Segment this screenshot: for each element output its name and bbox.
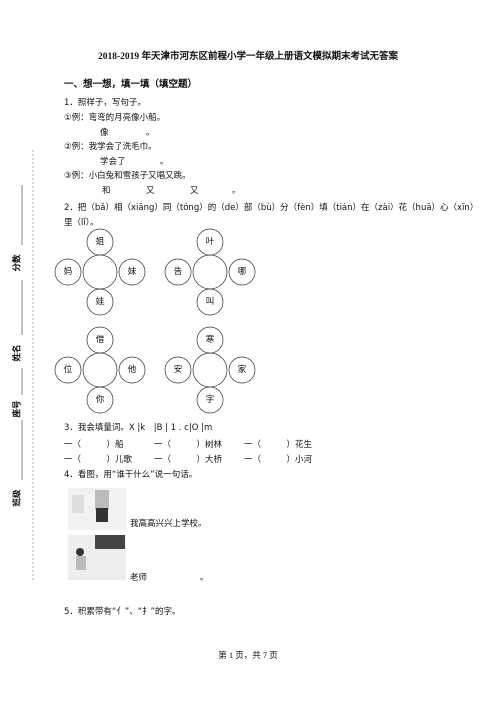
petal: [228, 356, 256, 384]
petal-char: 位: [63, 365, 73, 375]
measure-blank: 一（ ）儿歌: [64, 455, 133, 465]
question: 2．把（bǎ）相（xiāng）同（tóng）的（de）部（bù）分（fèn）填（…: [64, 203, 479, 228]
measure-blank: 一（ ）树林: [154, 440, 223, 450]
petal-char: 家: [237, 365, 247, 375]
petal: [118, 356, 146, 384]
petal-char: 寒: [205, 335, 215, 345]
petal-char: 叶: [205, 237, 215, 247]
petal-char: 告: [173, 267, 183, 277]
petal: [54, 356, 82, 384]
sidebar-label: 分数: [12, 254, 23, 272]
petal-char: 叫: [205, 297, 215, 307]
petal-char: 哪: [237, 267, 247, 277]
page-title: 2018-2019 年天津市河东区前程小学一年级上册语文模拟期末考试无答案: [97, 52, 399, 62]
petal-char: 妹: [127, 267, 137, 277]
picture-2: [68, 535, 126, 580]
petal: [228, 258, 256, 286]
answer-part: 又: [146, 186, 155, 196]
sidebar-label: 座号: [12, 400, 23, 418]
petal-char: 你: [95, 395, 105, 405]
question: 3．我会填量词。X |k |B | 1 . c|O |m: [64, 423, 213, 433]
sentence: 老师: [130, 573, 148, 583]
flower-center: [82, 254, 118, 290]
sidebar-label: 姓名: [12, 344, 23, 362]
petal: [164, 258, 192, 286]
flower-center: [192, 352, 228, 388]
answer-part: 和: [102, 186, 111, 196]
petal-char: 借: [95, 335, 105, 345]
example: ③例：小白兔和雪孩子又唱又跳。: [64, 171, 191, 181]
petal: [54, 258, 82, 286]
petal: [86, 326, 114, 354]
petal: [196, 386, 224, 414]
petal-char: 妈: [63, 267, 73, 277]
petal: [164, 356, 192, 384]
petal-char: 安: [173, 365, 183, 375]
sidebar-label: 班级: [12, 489, 23, 507]
petal: [86, 288, 114, 316]
petal: [86, 386, 114, 414]
petal: [196, 228, 224, 256]
answer-part: 像: [100, 128, 109, 138]
petal-char: 字: [205, 395, 215, 405]
measure-blank: 一（ ）小河: [244, 455, 313, 465]
picture-1: [68, 488, 126, 530]
petal-char: 娃: [95, 297, 105, 307]
section-title: 一、想一想，填一填（填空题）: [64, 80, 198, 90]
petal: [196, 288, 224, 316]
example: ②例：我学会了洗毛巾。: [64, 142, 157, 152]
petal: [86, 228, 114, 256]
page-footer: 第 1 页，共 7 页: [218, 650, 278, 660]
measure-blank: 一（ ）船: [64, 440, 124, 450]
measure-blank: 一（ ）花生: [244, 440, 313, 450]
petal: [118, 258, 146, 286]
petal: [196, 326, 224, 354]
measure-blank: 一（ ）大桥: [154, 455, 223, 465]
question: 5．积累带有“亻”、“扌”的字。: [64, 607, 181, 617]
sentence: 我高高兴兴上学校。: [130, 519, 207, 529]
sentence: 。: [200, 573, 209, 583]
answer-part: 又: [190, 186, 199, 196]
petal-char: 姐: [95, 237, 105, 247]
answer-part: 。: [146, 128, 155, 138]
answer-part: 。: [160, 157, 169, 167]
flower-center: [192, 254, 228, 290]
answer-part: 。: [232, 186, 241, 196]
petal-char: 他: [127, 365, 137, 375]
flower-center: [82, 352, 118, 388]
answer-part: 学会了: [100, 157, 126, 167]
question: 1．照样子，写句子。: [64, 98, 146, 108]
example: ①例：弯弯的月亮像小船。: [64, 113, 166, 123]
question: 4．看图，用“谁干什么”说一句话。: [64, 470, 198, 480]
